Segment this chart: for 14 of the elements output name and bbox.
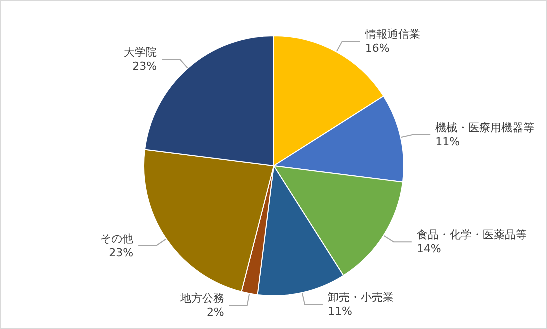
slice-label: 地方公務 bbox=[179, 292, 224, 305]
data-label: 2% bbox=[206, 306, 224, 319]
data-label: 16% bbox=[365, 42, 390, 56]
data-label: 14% bbox=[416, 242, 442, 256]
slice-label: 情報通信業 bbox=[364, 28, 420, 42]
slice-label: 食品・化学・医薬品等 bbox=[416, 228, 527, 242]
slice-label: 機械・医療用機器等 bbox=[436, 122, 535, 135]
data-label: 11% bbox=[436, 136, 460, 149]
slice-label: 卸売・小売業 bbox=[328, 291, 394, 304]
slice-label: 大学院 bbox=[124, 46, 158, 59]
slice-label: その他 bbox=[100, 232, 134, 246]
data-label: 23% bbox=[132, 60, 158, 73]
data-label: 23% bbox=[109, 246, 134, 260]
data-label: 11% bbox=[328, 305, 352, 318]
